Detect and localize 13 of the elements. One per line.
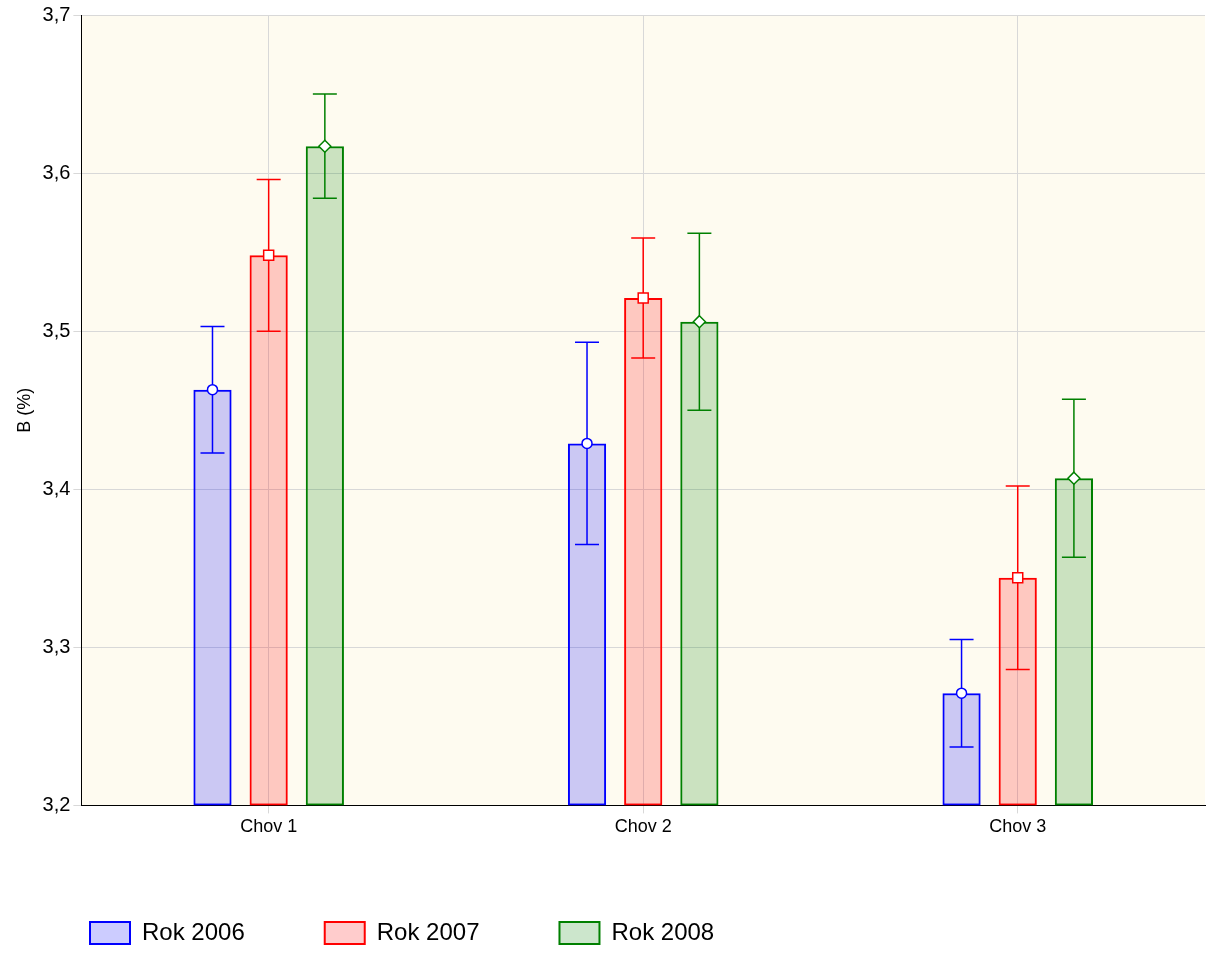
y-axis-title: B (%)	[13, 387, 34, 433]
legend-label: Rok 2006	[142, 917, 245, 945]
y-tick-label: 3,7	[42, 2, 71, 25]
legend-label: Rok 2007	[376, 917, 480, 945]
x-tick-label: Chov 2	[614, 816, 672, 837]
y-tick-label: 3,2	[42, 792, 71, 815]
y-tick-label: 3,3	[42, 634, 71, 657]
legend-label: Rok 2008	[611, 917, 715, 945]
x-tick-label: Chov 1	[240, 816, 298, 837]
y-tick-label: 3,4	[42, 476, 71, 499]
x-tick-label: Chov 3	[989, 816, 1047, 837]
y-tick-label: 3,6	[42, 160, 71, 183]
y-tick-label: 3,5	[42, 318, 71, 341]
